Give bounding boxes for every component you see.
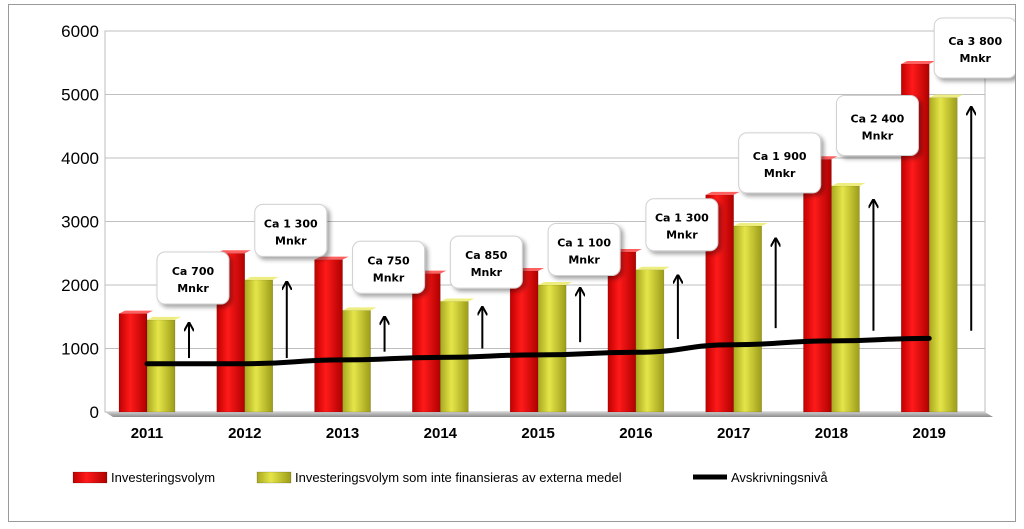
bar-investeringsvolym-2013 <box>314 259 343 413</box>
line-avskrivningsniva <box>144 335 932 367</box>
callout-line2: Mnkr <box>959 52 991 65</box>
callout-line1: Ca 1 300 <box>655 212 709 225</box>
callout-line2: Mnkr <box>471 266 503 279</box>
bar-ej-externt-finansierad-2015 <box>537 284 567 413</box>
bar-cap <box>119 310 153 314</box>
bar-cap <box>244 276 279 280</box>
y-tick-label: 5000 <box>61 86 99 105</box>
bar-investeringsvolym-2018 <box>803 159 832 413</box>
callout-line2: Mnkr <box>373 271 405 284</box>
callout-line1: Ca 1 100 <box>557 236 611 249</box>
callout-line2: Mnkr <box>666 229 698 242</box>
legend-item-1: Investeringsvolym <box>72 470 215 485</box>
y-tick-label: 3000 <box>61 213 99 232</box>
legend-item-3: Avskrivningsnivå <box>693 470 828 485</box>
callout-line1: Ca 850 <box>465 249 508 262</box>
bar-cap <box>733 222 768 226</box>
callout-line2: Mnkr <box>862 129 894 142</box>
bar-cap <box>440 298 475 302</box>
bar-cap <box>705 191 740 195</box>
bar-cap <box>929 94 964 98</box>
callout-box <box>449 235 523 289</box>
legend-item-2: Investeringsvolym som inte finansieras a… <box>256 470 622 485</box>
x-tick-label-2011: 2011 <box>131 425 164 442</box>
callout-box <box>352 240 426 294</box>
callout-line1: Ca 3 800 <box>948 35 1002 48</box>
callout-box <box>835 94 919 156</box>
y-tick-label: 2000 <box>61 276 99 295</box>
callout-2017: Ca 1 900 Mnkr <box>738 132 822 194</box>
chart-svg: 0 1000 2000 3000 4000 5000 6000 2011 2012 2013 201… <box>61 17 1015 485</box>
callout-2012: Ca 1 300 Mnkr <box>254 203 328 257</box>
x-tick-label-2013: 2013 <box>326 425 359 442</box>
callout-box <box>547 222 621 276</box>
bar-cap <box>831 182 866 186</box>
y-tick-label: 4000 <box>61 149 99 168</box>
bar-cap <box>635 266 670 270</box>
bar-cap <box>538 282 573 285</box>
bar-ej-externt-finansierad-2017 <box>733 225 762 413</box>
callout-line1: Ca 700 <box>172 265 215 278</box>
legend-label: Investeringsvolym <box>111 470 215 485</box>
bar-investeringsvolym-2016 <box>607 251 637 413</box>
legend: Investeringsvolym Investeringsvolym som i… <box>72 470 828 485</box>
x-tick-label-2012: 2012 <box>228 425 261 442</box>
callout-box <box>933 17 1015 79</box>
legend-swatch <box>72 471 108 484</box>
legend-swatch <box>256 471 292 484</box>
x-tick-label-2017: 2017 <box>717 425 750 442</box>
x-tick-label-2018: 2018 <box>815 425 848 442</box>
callout-line2: Mnkr <box>764 167 796 180</box>
bar-investeringsvolym-2011 <box>118 313 148 413</box>
callout-2019: Ca 3 800 Mnkr <box>933 17 1015 79</box>
callout-2018: Ca 2 400 Mnkr <box>835 94 919 156</box>
bar-ej-externt-finansierad-2012 <box>244 279 274 413</box>
callout-box <box>254 203 328 257</box>
x-tick-label-2016: 2016 <box>619 425 652 442</box>
bar-cap <box>314 256 349 260</box>
x-tick-label-2019: 2019 <box>913 425 946 442</box>
chart-floor <box>105 412 993 417</box>
callout-box <box>738 132 822 194</box>
bar-ej-externt-finansierad-2016 <box>635 269 665 413</box>
bar-investeringsvolym-2014 <box>412 273 441 413</box>
callout-line1: Ca 1 900 <box>753 150 807 163</box>
callout-line1: Ca 1 300 <box>264 217 318 230</box>
callout-line2: Mnkr <box>568 253 600 266</box>
bar-cap <box>901 61 936 65</box>
bar-investeringsvolym-2015 <box>509 270 539 413</box>
bar-ej-externt-finansierad-2018 <box>831 185 860 413</box>
callout-2014: Ca 850 Mnkr <box>449 235 523 289</box>
callout-box <box>645 198 719 252</box>
x-tick-label-2014: 2014 <box>424 425 458 442</box>
legend-label: Investeringsvolym som inte finansieras a… <box>295 470 622 485</box>
bar-cap <box>147 316 181 320</box>
bar-cap <box>216 250 251 254</box>
chart-frame: 0 1000 2000 3000 4000 5000 6000 2011 2012 2013 201… <box>8 4 1016 522</box>
callout-line1: Ca 750 <box>367 254 410 267</box>
callout-box <box>156 251 230 305</box>
callout-2013: Ca 750 Mnkr <box>352 240 426 294</box>
bar-ej-externt-finansierad-2019 <box>928 97 958 413</box>
y-tick-label: 1000 <box>61 340 99 359</box>
callout-line2: Mnkr <box>177 282 209 295</box>
callout-2015: Ca 1 100 Mnkr <box>547 222 621 276</box>
callout-line2: Mnkr <box>275 234 307 247</box>
callout-2016: Ca 1 300 Mnkr <box>645 198 719 252</box>
y-tick-label: 6000 <box>61 22 99 41</box>
bar-cap <box>342 307 377 311</box>
callout-2011: Ca 700 Mnkr <box>156 251 230 305</box>
x-tick-label-2015: 2015 <box>521 425 554 442</box>
legend-label: Avskrivningsnivå <box>731 470 828 485</box>
y-tick-label: 0 <box>90 403 99 422</box>
callout-line1: Ca 2 400 <box>851 112 905 125</box>
